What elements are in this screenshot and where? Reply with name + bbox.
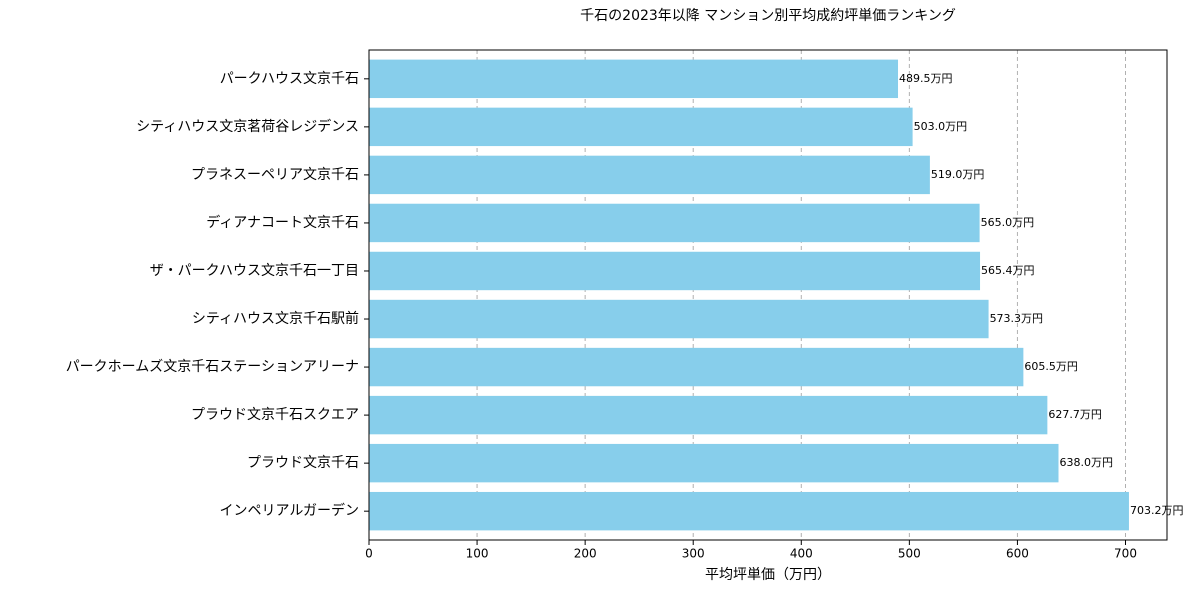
y-tick-label: シティハウス文京千石駅前 xyxy=(192,310,359,327)
x-tick-label: 0 xyxy=(365,547,373,561)
bar xyxy=(369,59,899,99)
bar xyxy=(369,347,1024,387)
value-label: 627.7万円 xyxy=(1048,408,1102,421)
y-tick-label: プラウド文京千石 xyxy=(247,455,359,471)
chart-title: 千石の2023年以降 マンション別平均成約坪単価ランキング xyxy=(580,8,956,24)
value-label: 565.0万円 xyxy=(981,216,1035,229)
y-tick-label: プラウド文京千石スクエア xyxy=(191,407,359,423)
y-tick-label: シティハウス文京茗荷谷レジデンス xyxy=(136,118,359,135)
bar xyxy=(369,395,1048,435)
bar xyxy=(369,203,980,243)
value-label: 503.0万円 xyxy=(914,120,968,133)
y-tick-label: プラネスーペリア文京千石 xyxy=(191,167,359,183)
y-tick-label: ザ・パークハウス文京千石一丁目 xyxy=(150,263,359,279)
y-tick-label: インペリアルガーデン xyxy=(220,502,359,519)
bar xyxy=(369,107,913,147)
x-tick-label: 200 xyxy=(574,547,597,561)
plot-frame xyxy=(368,49,1168,541)
value-label: 638.0万円 xyxy=(1059,456,1113,469)
x-tick-label: 100 xyxy=(466,547,489,561)
bar xyxy=(369,155,930,195)
x-tick-label: 400 xyxy=(790,547,813,561)
x-tick-label: 300 xyxy=(682,547,705,561)
bar xyxy=(369,491,1129,531)
x-tick-label: 700 xyxy=(1114,547,1137,561)
y-tick-label: ディアナコート文京千石 xyxy=(206,214,359,231)
x-tick-label: 500 xyxy=(898,547,921,561)
value-label: 519.0万円 xyxy=(931,168,985,181)
value-label: 605.5万円 xyxy=(1024,360,1078,373)
x-axis-label: 平均坪単価（万円） xyxy=(705,567,831,583)
value-label: 703.2万円 xyxy=(1130,504,1184,517)
value-label: 573.3万円 xyxy=(990,312,1044,325)
bar xyxy=(369,443,1059,483)
value-label: 489.5万円 xyxy=(899,72,953,85)
x-tick-label: 600 xyxy=(1006,547,1029,561)
y-tick-label: パークホームズ文京千石ステーションアリーナ xyxy=(66,359,359,375)
bar xyxy=(369,299,989,339)
value-label: 565.4万円 xyxy=(981,264,1035,277)
bar xyxy=(369,251,981,291)
y-tick-label: パークハウス文京千石 xyxy=(220,71,359,87)
